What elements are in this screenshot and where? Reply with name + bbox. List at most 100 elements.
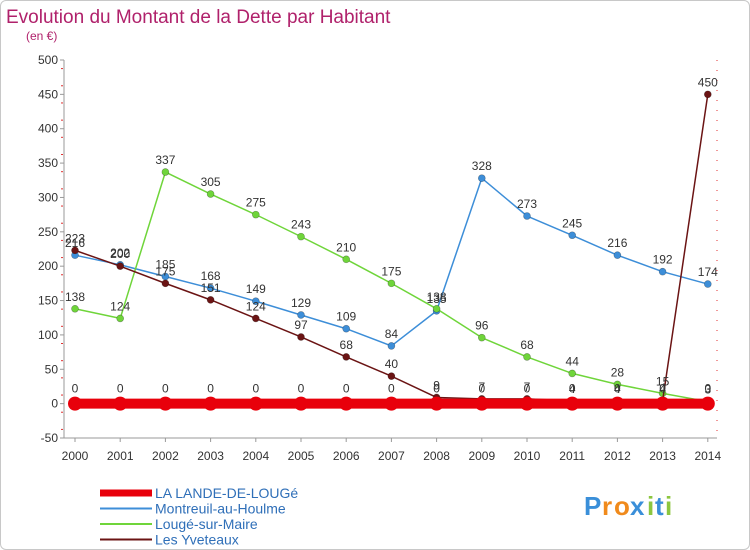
data-point — [523, 353, 531, 361]
x-tick-label: 2006 — [333, 449, 360, 463]
data-label: 96 — [475, 319, 489, 333]
data-label: 450 — [698, 75, 718, 89]
data-point — [429, 396, 444, 411]
y-tick-label: -50 — [41, 431, 59, 445]
logo-letter: t — [655, 491, 665, 521]
chart-subtitle: (en €) — [26, 29, 57, 43]
data-point — [703, 90, 712, 99]
x-tick-label: 2000 — [62, 449, 89, 463]
x-tick-label: 2009 — [468, 449, 495, 463]
y-tick-label: 100 — [38, 328, 58, 342]
data-label: 138 — [427, 290, 447, 304]
data-label: 7 — [524, 380, 531, 394]
x-tick-label: 2005 — [288, 449, 315, 463]
data-label: 138 — [65, 290, 85, 304]
data-label: 185 — [155, 257, 175, 271]
data-label: 0 — [478, 382, 485, 396]
data-point — [613, 380, 622, 389]
data-label: 275 — [246, 196, 266, 210]
data-point — [342, 324, 351, 333]
x-tick-label: 2014 — [694, 449, 721, 463]
data-label: 175 — [381, 264, 401, 278]
x-tick-label: 2004 — [242, 449, 269, 463]
data-label: 0 — [207, 382, 214, 396]
y-tick-label: 500 — [38, 53, 58, 67]
y-tick-label: 250 — [38, 225, 58, 239]
data-label: 192 — [653, 253, 673, 267]
y-tick-label: 300 — [38, 190, 58, 204]
data-point — [568, 231, 577, 240]
data-label: 44 — [566, 354, 580, 368]
logo-letter: P — [584, 491, 602, 521]
data-label: 0 — [252, 382, 259, 396]
y-tick-label: 350 — [38, 156, 58, 170]
data-label: 97 — [294, 318, 308, 332]
data-point — [565, 396, 580, 411]
x-tick-label: 2008 — [423, 449, 450, 463]
data-point — [342, 353, 351, 361]
legend-label: Les Yveteaux — [155, 532, 239, 548]
data-point — [477, 174, 486, 183]
data-label: 245 — [562, 216, 582, 230]
data-point — [71, 304, 79, 313]
y-tick-label: 50 — [45, 362, 59, 376]
legend-label: Montreuil-au-Houlme — [155, 501, 286, 517]
data-label: 0 — [614, 382, 621, 396]
data-label: 135 — [427, 292, 447, 306]
data-label: 84 — [385, 327, 399, 341]
data-label: 273 — [517, 197, 537, 211]
data-point — [387, 372, 396, 380]
data-point — [342, 255, 351, 264]
logo-letter: r — [602, 491, 613, 521]
data-point — [477, 333, 486, 342]
y-tick-label: 400 — [38, 122, 58, 136]
logo-letter: o — [614, 491, 631, 521]
data-label: 0 — [117, 382, 124, 396]
series-layer — [68, 90, 715, 411]
y-tick-label: 450 — [38, 87, 58, 101]
x-tick-label: 2013 — [649, 449, 676, 463]
data-label: 168 — [201, 269, 221, 283]
x-tick-label: 2011 — [559, 449, 585, 463]
logo-letter: i — [665, 491, 673, 521]
data-label: 210 — [336, 240, 356, 254]
data-label: 68 — [340, 338, 354, 352]
y-tick-label: 0 — [51, 397, 58, 411]
logo-letter: x — [630, 491, 645, 521]
chart-title: Evolution du Montant de la Dette par Hab… — [6, 7, 391, 28]
data-label: 0 — [298, 382, 305, 396]
x-tick-label: 2007 — [378, 449, 405, 463]
x-tick-label: 2012 — [604, 449, 631, 463]
data-label: 68 — [520, 338, 534, 352]
data-label: 305 — [201, 175, 221, 189]
data-point — [206, 190, 215, 198]
data-label: 15 — [656, 374, 670, 388]
data-label: 200 — [110, 247, 130, 261]
data-point — [432, 304, 441, 313]
data-point — [474, 396, 489, 411]
data-point — [68, 396, 82, 411]
data-label: 0 — [704, 382, 711, 396]
data-point — [248, 396, 263, 411]
data-label: 223 — [65, 231, 85, 245]
data-point — [523, 212, 531, 220]
data-label: 175 — [155, 264, 175, 278]
data-label: 124 — [246, 299, 266, 313]
data-point — [71, 246, 79, 255]
data-point — [252, 210, 260, 219]
data-label: 174 — [698, 265, 718, 279]
x-tick-label: 2002 — [152, 449, 179, 463]
data-label: 9 — [433, 378, 440, 392]
data-point — [113, 396, 128, 411]
data-label: 109 — [336, 310, 356, 324]
data-point — [206, 296, 215, 304]
data-label: 28 — [611, 365, 625, 379]
data-labels: 2162021851681491291098413532827324521619… — [65, 75, 718, 396]
data-label: 337 — [155, 153, 175, 167]
data-point — [116, 314, 124, 323]
data-point — [161, 279, 170, 288]
logo-letter: i — [647, 491, 655, 521]
legend-label: Lougé-sur-Maire — [155, 516, 258, 532]
data-label: 3 — [704, 383, 711, 397]
